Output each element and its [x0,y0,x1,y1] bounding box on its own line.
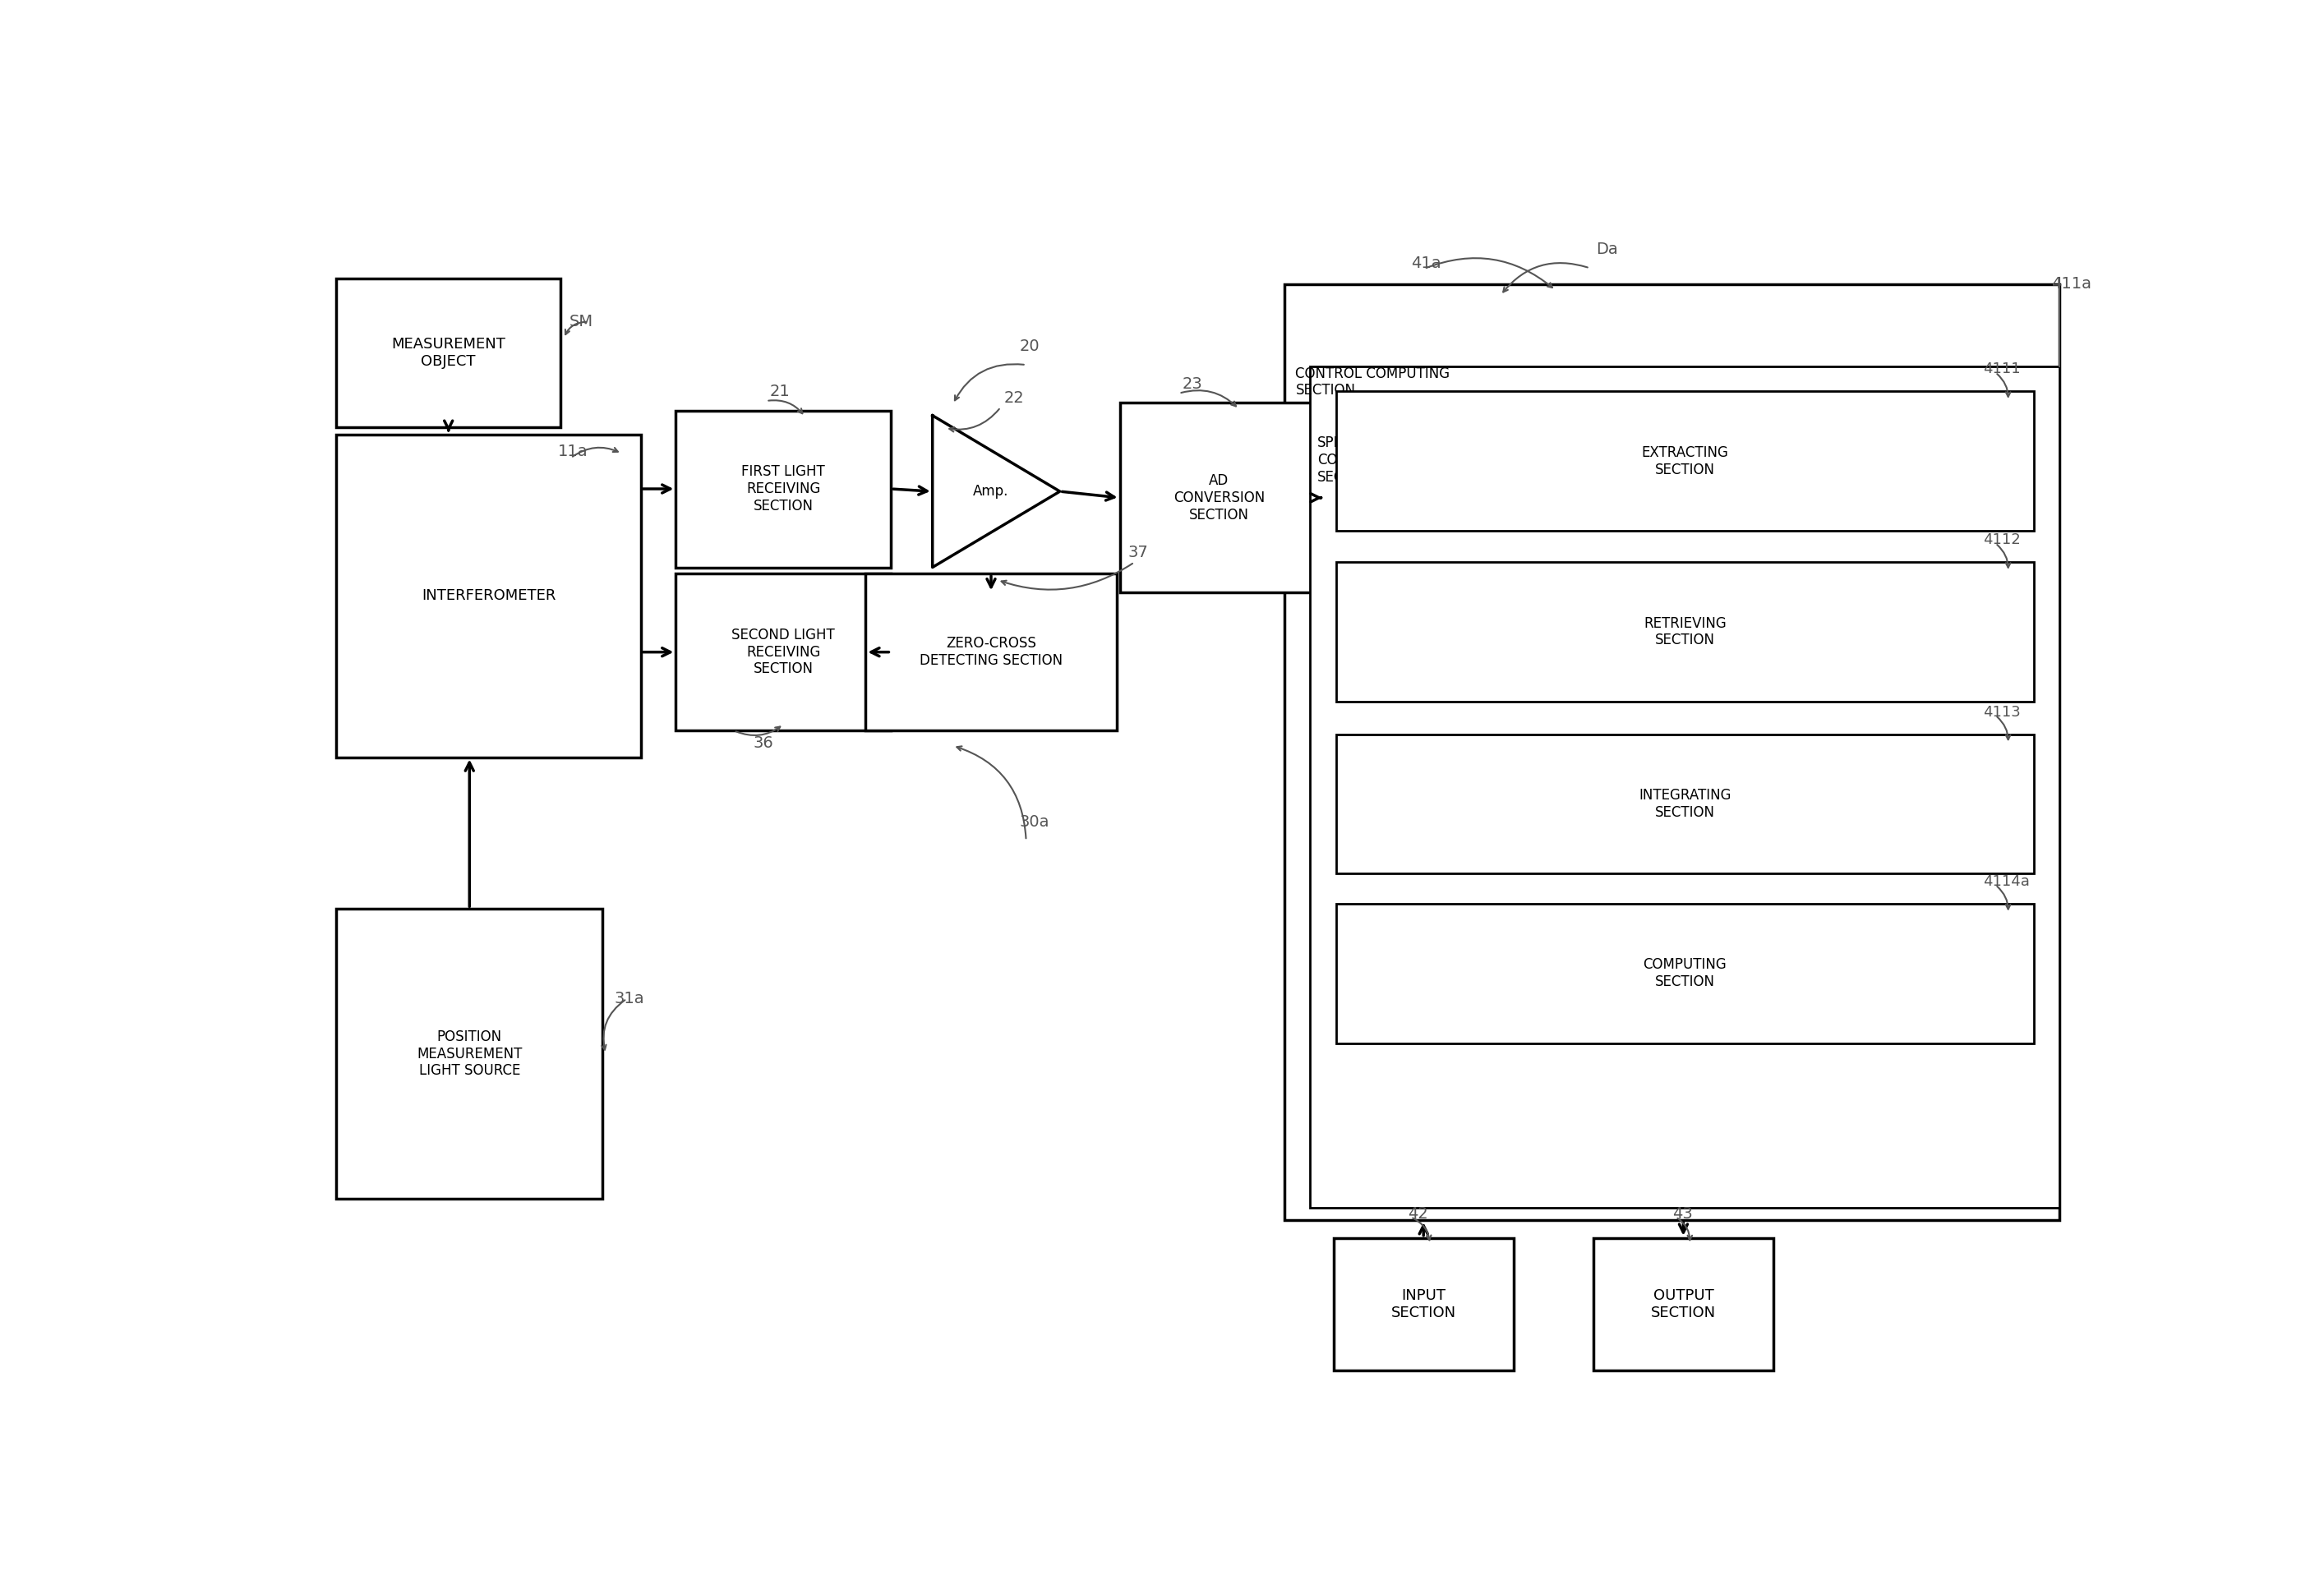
Bar [337,435,641,758]
Text: 37: 37 [1127,545,1148,561]
Text: 4113: 4113 [1982,704,2020,720]
Text: SPECTRUM
COMPUTING
SECTION: SPECTRUM COMPUTING SECTION [1318,436,1401,485]
Bar [1285,284,2059,1221]
Text: 21: 21 [769,384,790,398]
Text: 22: 22 [1004,391,1025,406]
Text: SM: SM [569,313,593,329]
Bar [1594,1238,1773,1370]
Bar [1334,1238,1513,1370]
Text: 30a: 30a [1020,814,1050,830]
Text: POSITION
MEASUREMENT
LIGHT SOURCE: POSITION MEASUREMENT LIGHT SOURCE [416,1030,523,1079]
Text: RETRIEVING
SECTION: RETRIEVING SECTION [1643,616,1727,647]
Text: SECOND LIGHT
RECEIVING
SECTION: SECOND LIGHT RECEIVING SECTION [732,627,834,677]
Bar [1308,365,2059,1208]
Text: ZERO-CROSS
DETECTING SECTION: ZERO-CROSS DETECTING SECTION [920,636,1062,668]
Bar [1120,403,1318,592]
Text: 42: 42 [1408,1206,1427,1222]
Text: 31a: 31a [614,991,644,1006]
Text: INPUT
SECTION: INPUT SECTION [1392,1288,1457,1320]
Text: 11a: 11a [558,444,588,460]
Text: AD
CONVERSION
SECTION: AD CONVERSION SECTION [1174,472,1264,523]
Polygon shape [932,416,1060,567]
Bar [337,909,602,1199]
Text: COMPUTING
SECTION: COMPUTING SECTION [1643,958,1727,989]
Text: 4114a: 4114a [1982,874,2029,890]
Text: MEASUREMENT
OBJECT: MEASUREMENT OBJECT [390,337,507,369]
Bar [865,573,1118,731]
Bar [1336,734,2033,874]
Text: Da: Da [1597,241,1618,257]
Text: Amp.: Amp. [974,484,1009,499]
Text: 20: 20 [1020,339,1039,354]
Bar [1336,392,2033,531]
Bar [1336,562,2033,701]
Bar [337,279,560,427]
Text: 411a: 411a [2050,276,2092,291]
Text: INTEGRATING
SECTION: INTEGRATING SECTION [1638,788,1731,821]
Bar [1336,904,2033,1043]
Text: 23: 23 [1183,376,1202,392]
Text: 41a: 41a [1411,255,1441,271]
Bar [676,411,890,567]
Text: 4111: 4111 [1982,362,2020,376]
Text: EXTRACTING
SECTION: EXTRACTING SECTION [1641,446,1729,477]
Bar [676,573,890,731]
Text: 4112: 4112 [1982,532,2020,548]
Text: INTERFEROMETER: INTERFEROMETER [421,589,555,603]
Text: 36: 36 [753,736,774,751]
Text: OUTPUT
SECTION: OUTPUT SECTION [1650,1288,1715,1320]
Text: CONTROL COMPUTING
SECTION: CONTROL COMPUTING SECTION [1294,365,1450,398]
Text: FIRST LIGHT
RECEIVING
SECTION: FIRST LIGHT RECEIVING SECTION [741,465,825,513]
Text: 43: 43 [1673,1206,1692,1222]
